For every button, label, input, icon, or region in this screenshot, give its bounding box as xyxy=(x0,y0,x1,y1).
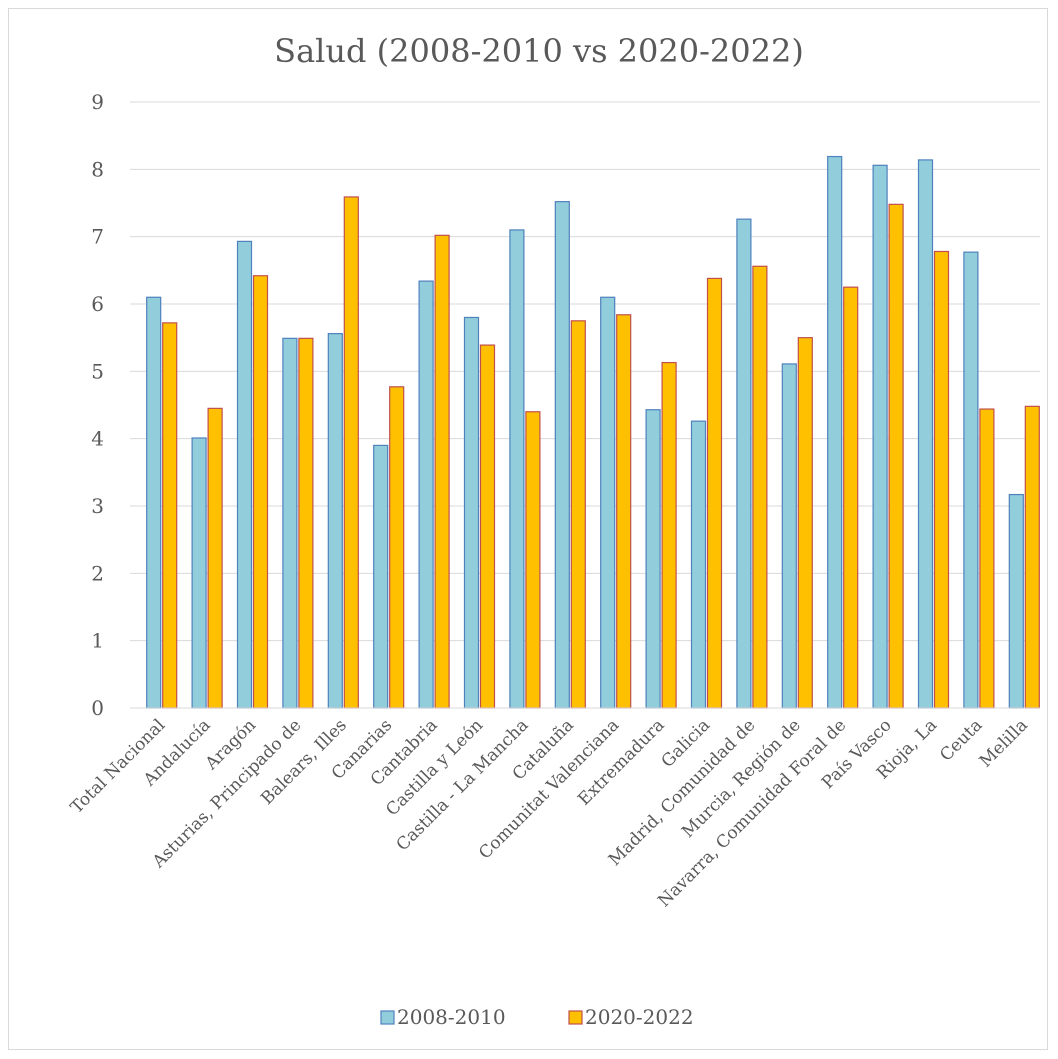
bar xyxy=(1008,493,1024,709)
bar xyxy=(162,322,178,709)
bar xyxy=(236,240,253,709)
bar xyxy=(434,234,450,709)
bar xyxy=(843,286,859,709)
bar xyxy=(933,250,950,709)
bar xyxy=(1024,405,1040,709)
bar xyxy=(736,218,752,709)
y-tick-label: 5 xyxy=(91,359,104,383)
bar xyxy=(191,437,207,709)
bar xyxy=(600,296,616,709)
bar xyxy=(781,363,797,709)
bar xyxy=(661,361,677,709)
bars xyxy=(146,155,1040,709)
bar xyxy=(570,320,586,709)
legend-label: 2020-2022 xyxy=(585,1005,694,1029)
y-tick-label: 8 xyxy=(91,157,104,181)
bar xyxy=(797,337,813,709)
bar xyxy=(509,229,525,709)
x-tick-label: Melilla xyxy=(976,715,1032,771)
bar xyxy=(373,444,389,709)
bar xyxy=(917,159,934,709)
grid-lines xyxy=(130,101,1040,642)
bar xyxy=(963,251,979,709)
y-tick-label: 7 xyxy=(91,225,104,249)
legend-swatch xyxy=(568,1010,583,1025)
bar xyxy=(827,155,843,709)
y-tick-label: 6 xyxy=(91,292,104,316)
bar xyxy=(554,201,570,709)
legend: 2008-2010 2020-2022 xyxy=(380,1005,694,1029)
bar xyxy=(525,411,541,709)
bar xyxy=(706,277,723,709)
bar xyxy=(298,337,314,709)
y-tick-label: 1 xyxy=(91,629,104,653)
bar xyxy=(690,420,707,709)
bar xyxy=(479,344,496,709)
chart-title: Salud (2008-2010 vs 2020-2022) xyxy=(274,32,804,70)
bar xyxy=(645,409,661,709)
bar xyxy=(463,316,480,709)
y-axis-ticks: 0 1 2 3 4 5 6 7 8 9 xyxy=(91,90,104,720)
y-tick-label: 2 xyxy=(91,561,104,585)
bar xyxy=(252,275,269,709)
y-tick-label: 9 xyxy=(91,90,104,114)
bar xyxy=(752,265,768,709)
bar xyxy=(146,296,162,709)
legend-swatch xyxy=(380,1010,395,1025)
legend-label: 2008-2010 xyxy=(397,1005,506,1029)
bar xyxy=(207,407,223,709)
bar xyxy=(343,196,359,709)
bar xyxy=(282,337,298,709)
y-tick-label: 4 xyxy=(91,427,104,451)
bar xyxy=(872,164,888,709)
bar xyxy=(888,203,904,709)
bar xyxy=(616,314,632,709)
bar xyxy=(327,333,343,709)
bar xyxy=(418,280,434,709)
y-tick-label: 3 xyxy=(91,494,104,518)
bar xyxy=(389,386,405,709)
bar xyxy=(979,408,995,709)
y-tick-label: 0 xyxy=(91,696,104,720)
